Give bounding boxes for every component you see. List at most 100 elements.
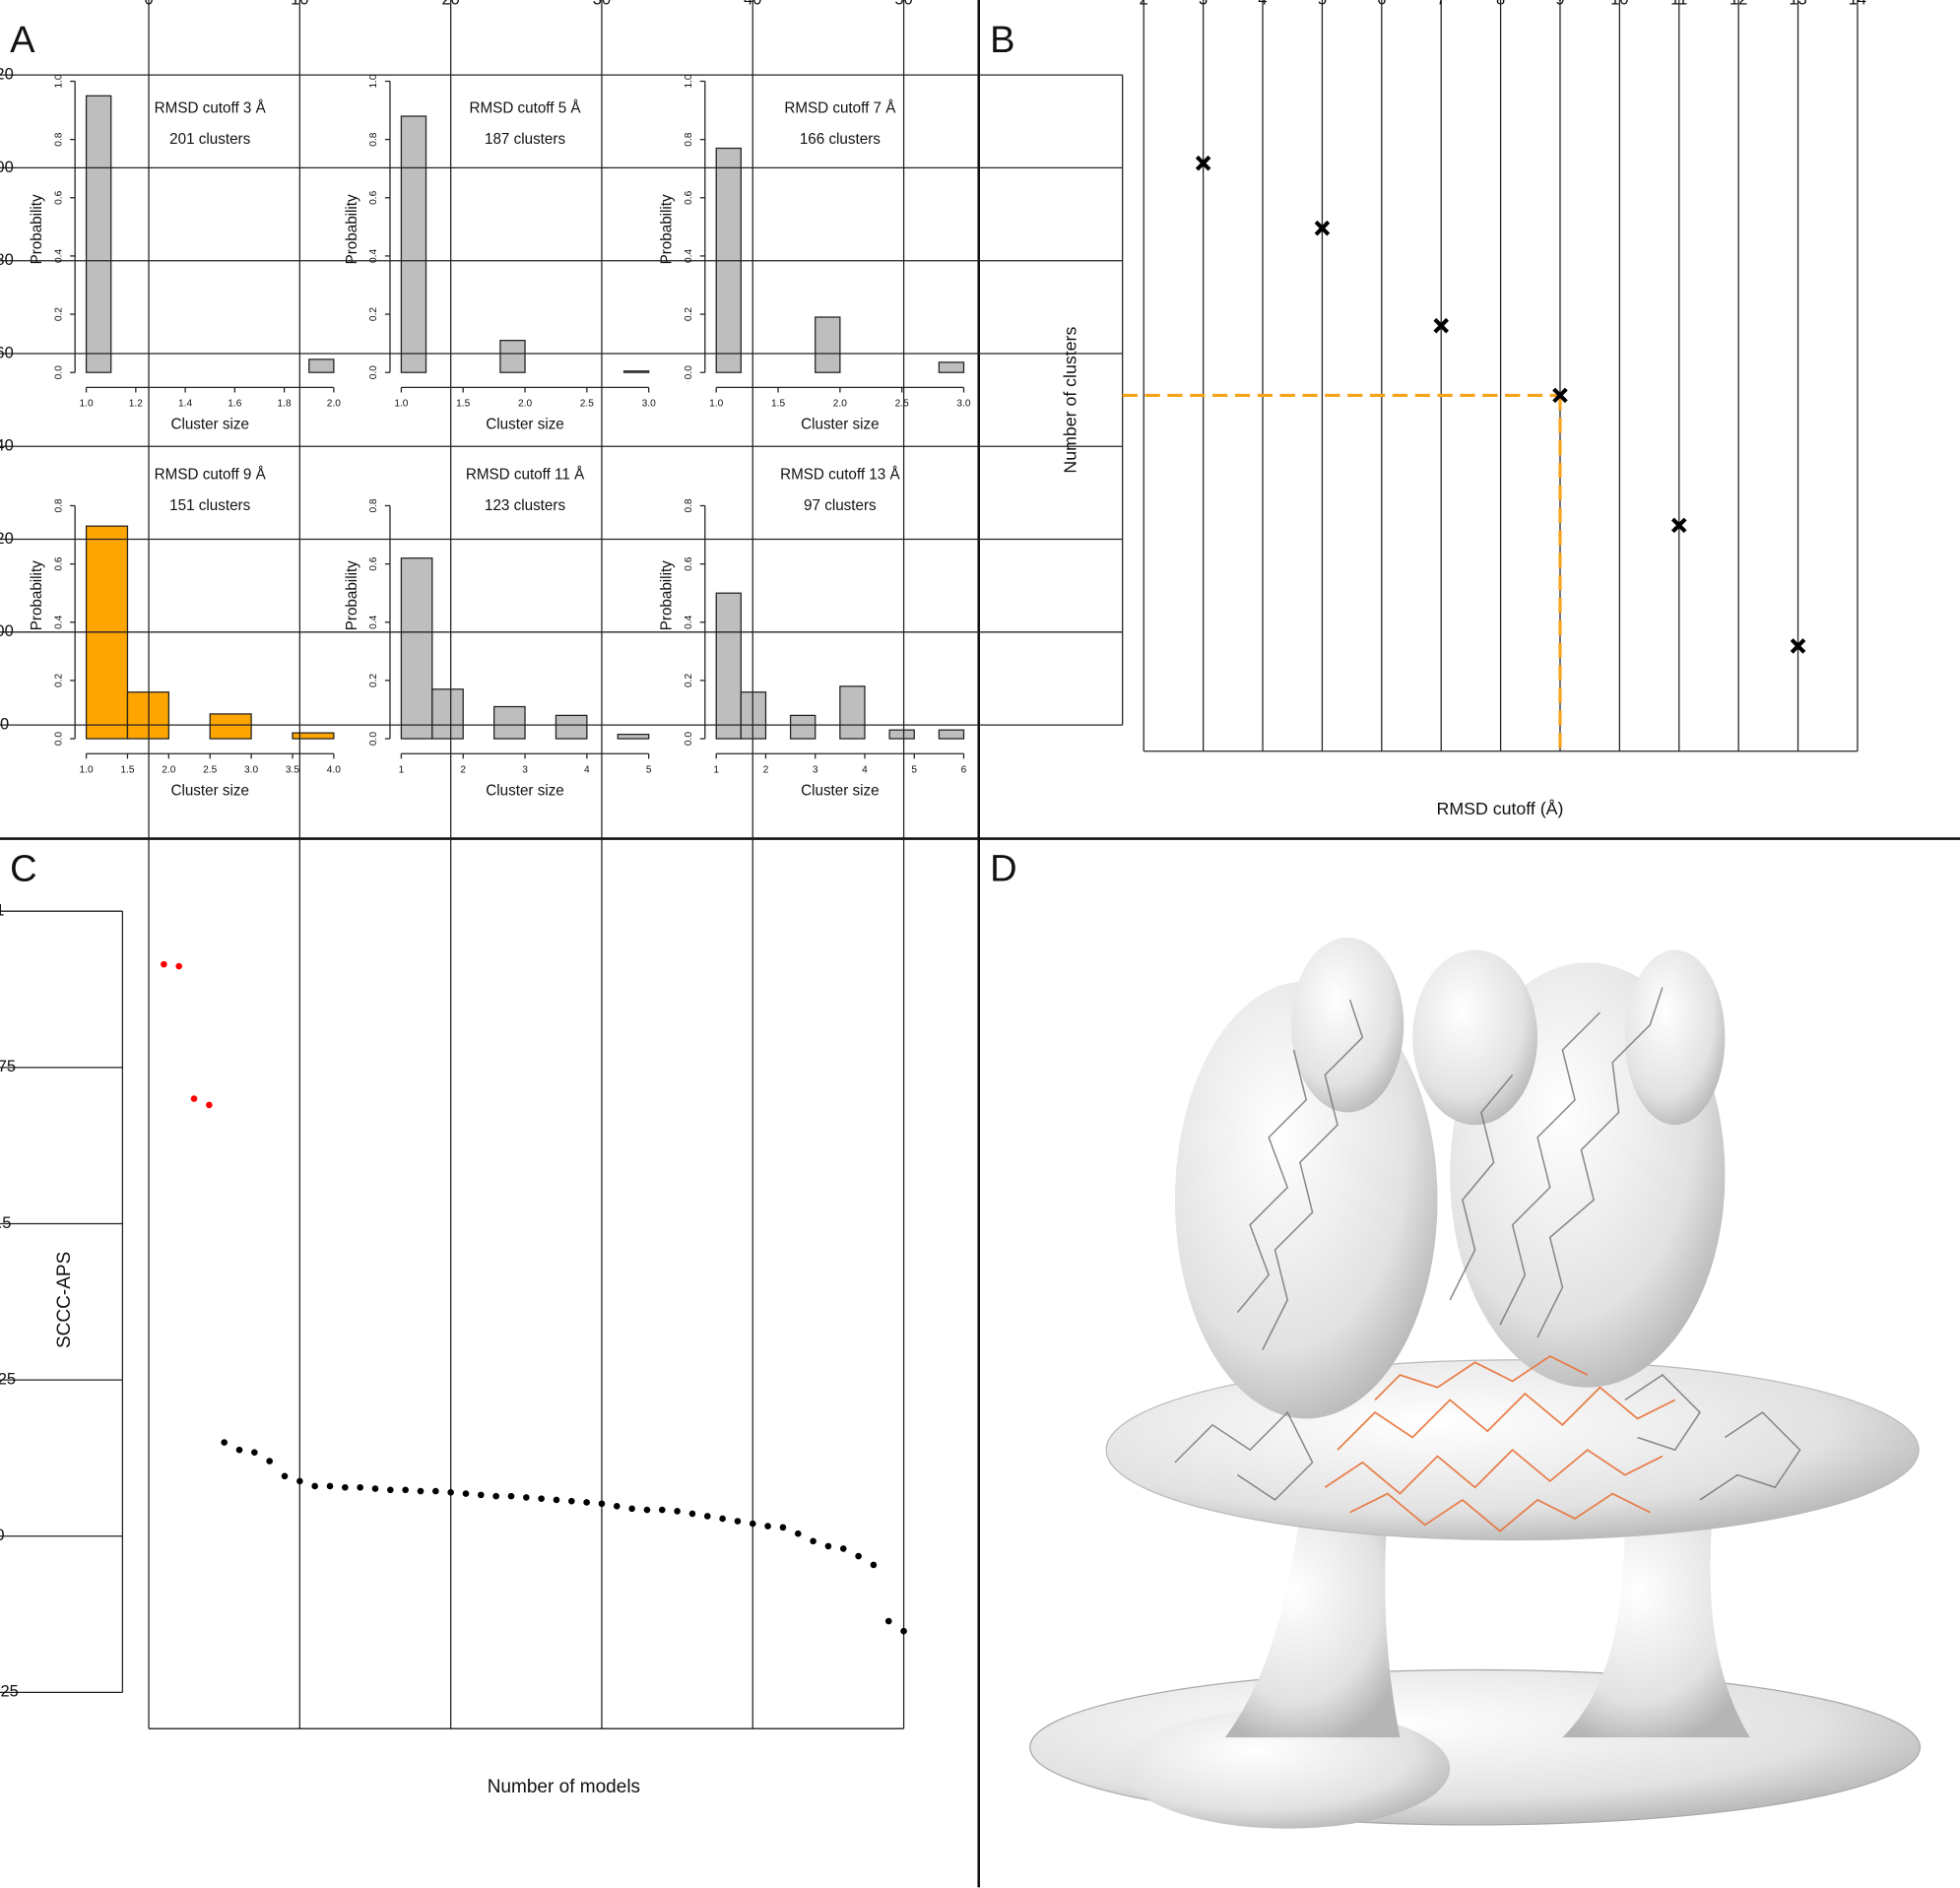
x-tick-label: 13 (1789, 0, 1806, 8)
x-tick-label: 6 (1377, 0, 1386, 8)
panel-label: D (990, 849, 1017, 890)
density-render (1030, 938, 1921, 1829)
y-tick-label: 0.0 (368, 365, 379, 379)
point (614, 1503, 621, 1510)
x-tick-label: 3.0 (244, 764, 258, 775)
point (735, 1518, 742, 1525)
y-tick-label: 0.6 (684, 190, 694, 204)
y-tick-label: 220 (0, 66, 14, 84)
x-tick-label: 4.0 (327, 764, 341, 775)
point (689, 1511, 696, 1518)
point (508, 1493, 515, 1500)
x-tick-label: 3.0 (956, 399, 970, 410)
y-tick-label: 160 (0, 344, 14, 361)
point (554, 1497, 560, 1504)
x-tick-label: 20 (441, 0, 459, 8)
x-tick-label: 5 (911, 764, 917, 775)
point (840, 1545, 847, 1552)
histogram-bar (87, 96, 111, 372)
point (659, 1507, 666, 1514)
point (810, 1538, 817, 1545)
x-axis-label: Cluster size (170, 782, 248, 799)
point (206, 1102, 213, 1109)
point (795, 1530, 802, 1537)
point (719, 1516, 726, 1523)
x-tick-label: 4 (584, 764, 590, 775)
y-tick-label: 0.4 (368, 615, 379, 628)
y-tick-label: 0 (0, 1527, 5, 1544)
point (764, 1523, 771, 1530)
y-tick-label: 0.0 (368, 732, 379, 746)
x-tick-label: 2 (1140, 0, 1148, 8)
y-tick-label: 0.6 (368, 190, 379, 204)
point (538, 1495, 545, 1502)
point (372, 1485, 379, 1492)
point (900, 1628, 907, 1635)
page: Clustering figure html, body { margin: 0… (0, 0, 1960, 1888)
point (387, 1486, 394, 1493)
y-tick-label: 140 (0, 437, 14, 455)
x-axis-label: Cluster size (486, 782, 564, 799)
x-tick-label: 3.5 (286, 764, 299, 775)
x-tick-label: 1.6 (228, 399, 241, 410)
chart-subtitle: 166 clusters (800, 131, 881, 148)
x-tick-label: 2.5 (203, 764, 217, 775)
histogram-bar (494, 707, 525, 740)
x-tick-label: 8 (1496, 0, 1505, 8)
y-tick-label: 200 (0, 159, 14, 176)
point (871, 1562, 878, 1569)
y-tick-label: 1.0 (53, 74, 64, 88)
x-axis-label: Cluster size (801, 782, 880, 799)
histogram-bar (816, 317, 840, 372)
chart-subtitle: 201 clusters (169, 131, 250, 148)
point (463, 1490, 470, 1497)
point (447, 1489, 454, 1496)
x-tick-label: 12 (1730, 0, 1747, 8)
point (885, 1618, 892, 1625)
x-tick-label: 11 (1670, 0, 1687, 8)
histogram-bar (889, 730, 914, 739)
chart-title: RMSD cutoff 5 Å (470, 99, 582, 116)
histogram-bar (840, 686, 865, 739)
y-axis-label: Probability (659, 194, 676, 264)
point (492, 1493, 499, 1500)
x-tick-label: 1.0 (394, 399, 408, 410)
histogram-bar (939, 362, 963, 372)
point (644, 1507, 651, 1514)
histogram-bar (624, 371, 649, 372)
x-tick-label: 4 (862, 764, 868, 775)
x-tick-label: 14 (1849, 0, 1866, 8)
x-tick-label: 6 (961, 764, 967, 775)
y-tick-label: 0.2 (53, 674, 64, 687)
point (704, 1513, 711, 1520)
x-tick-label: 3 (1199, 0, 1208, 8)
y-tick-label: 0.4 (53, 615, 64, 628)
histogram-bar (432, 689, 463, 739)
x-tick-label: 50 (894, 0, 912, 8)
point (161, 961, 167, 968)
point (342, 1484, 349, 1491)
histogram-bar (716, 593, 741, 739)
x-axis-label: Number of models (488, 1777, 640, 1797)
x-tick-label: 1.0 (80, 764, 94, 775)
point (825, 1543, 832, 1550)
y-tick-label: 0.2 (684, 674, 694, 687)
figure: A B C D 1.01.21.41.61.82.00.00. (0, 0, 1960, 1888)
point (478, 1492, 485, 1499)
x-tick-label: 9 (1555, 0, 1564, 8)
x-axis-label: Cluster size (170, 417, 248, 433)
histogram-bar (210, 714, 251, 739)
x-tick-label: 2.0 (518, 399, 532, 410)
y-tick-label: 0.2 (368, 674, 379, 687)
point (855, 1553, 862, 1560)
body: {"panel_labels": ["A", "B", "C", "D"], "… (0, 0, 1960, 1888)
panel-label: C (10, 849, 37, 890)
histogram-bar (401, 558, 431, 739)
point (221, 1439, 228, 1446)
point (432, 1488, 439, 1495)
x-tick-label: 7 (1437, 0, 1446, 8)
point (568, 1498, 575, 1505)
x-tick-label: 5 (1318, 0, 1327, 8)
x-tick-label: 5 (646, 764, 652, 775)
chart-subtitle: 97 clusters (804, 497, 877, 514)
